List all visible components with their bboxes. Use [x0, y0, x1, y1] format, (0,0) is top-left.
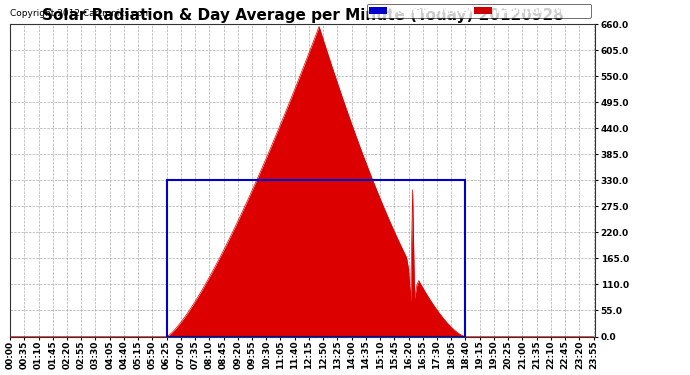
Bar	[166, 180, 466, 336]
Title: Solar Radiation & Day Average per Minute (Today) 20120928: Solar Radiation & Day Average per Minute…	[41, 8, 564, 23]
Legend: Median  (W/m2), Radiation  (W/m2): Median (W/m2), Radiation (W/m2)	[366, 4, 591, 18]
Text: Copyright 2012 Cartronics.com: Copyright 2012 Cartronics.com	[10, 9, 151, 18]
